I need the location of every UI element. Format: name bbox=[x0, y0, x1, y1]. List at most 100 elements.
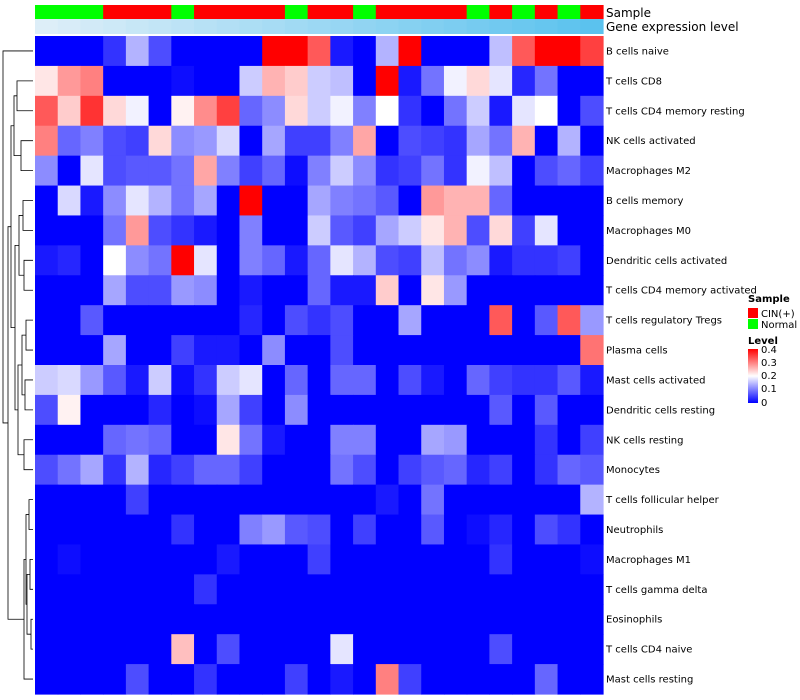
heatmap-cell-r2-c22 bbox=[534, 95, 559, 127]
heatmap-cell-r8-c18 bbox=[443, 275, 468, 306]
heatmap-cell-r1-c23 bbox=[557, 65, 581, 97]
row-label: B cells naive bbox=[606, 46, 669, 57]
level-tick-0.3: 0.3 bbox=[761, 358, 777, 369]
heatmap-cell-r2-c3 bbox=[103, 95, 127, 127]
heatmap-cell-r1-c15 bbox=[375, 65, 400, 97]
heatmap-cell-r19-c22 bbox=[534, 604, 559, 635]
heatmap-cell-r21-c6 bbox=[171, 664, 195, 695]
heatmap-cell-r19-c2 bbox=[80, 604, 104, 635]
heatmap-cell-r10-c14 bbox=[353, 335, 377, 366]
heatmap-cell-r18-c1 bbox=[57, 574, 82, 605]
dendrogram-branch bbox=[24, 379, 33, 411]
heatmap-cell-r10-c16 bbox=[398, 335, 422, 366]
expression-annotation-cell bbox=[80, 19, 104, 34]
heatmap-cell-r1-c14 bbox=[353, 65, 377, 97]
heatmap-cell-r9-c0 bbox=[35, 305, 59, 336]
heatmap-cell-r13-c12 bbox=[307, 424, 331, 456]
sample-annotation-cell bbox=[239, 5, 263, 19]
sample-annotation-cell bbox=[103, 5, 127, 19]
sample-annotation-cell bbox=[307, 5, 331, 19]
heatmap-cell-r12-c10 bbox=[262, 394, 286, 426]
heatmap-cell-r19-c11 bbox=[284, 604, 309, 635]
heatmap-cell-r1-c22 bbox=[534, 65, 559, 97]
heatmap-cell-r6-c18 bbox=[443, 215, 468, 246]
heatmap-cell-r6-c11 bbox=[284, 215, 309, 246]
sample-annotation-cell bbox=[330, 5, 354, 19]
heatmap-cell-r1-c5 bbox=[148, 65, 172, 97]
heatmap-cell-r9-c7 bbox=[194, 305, 218, 336]
expression-annotation-cell bbox=[103, 19, 127, 34]
heatmap-cell-r8-c3 bbox=[103, 275, 127, 306]
dendrogram-branch bbox=[29, 559, 33, 590]
heatmap-cell-r7-c23 bbox=[557, 245, 581, 276]
sample-annotation-cell bbox=[398, 5, 422, 19]
heatmap-cell-r17-c11 bbox=[284, 544, 309, 575]
heatmap-cell-r16-c14 bbox=[353, 514, 377, 546]
heatmap-cell-r14-c11 bbox=[284, 454, 309, 486]
heatmap-cell-r20-c12 bbox=[307, 634, 331, 665]
heatmap-cell-r17-c5 bbox=[148, 544, 172, 575]
heatmap-cell-r17-c20 bbox=[489, 544, 513, 575]
heatmap-cell-r14-c15 bbox=[375, 454, 400, 486]
sample-legend-title: Sample bbox=[748, 294, 790, 305]
heatmap-cell-r10-c10 bbox=[262, 335, 286, 366]
heatmap-cell-r12-c2 bbox=[80, 394, 104, 426]
heatmap-cell-r14-c2 bbox=[80, 454, 104, 486]
heatmap-cell-r12-c14 bbox=[353, 394, 377, 426]
expression-track-label: Gene expression level bbox=[606, 20, 739, 34]
heatmap-cell-r0-c1 bbox=[57, 36, 82, 67]
heatmap-cell-r11-c12 bbox=[307, 365, 331, 396]
heatmap-cell-r4-c7 bbox=[194, 155, 218, 187]
heatmap-cell-r7-c21 bbox=[512, 245, 536, 276]
heatmap-cell-r6-c5 bbox=[148, 215, 172, 246]
heatmap-cell-r5-c11 bbox=[284, 185, 309, 217]
heatmap-cell-r20-c10 bbox=[262, 634, 286, 665]
heatmap-cell-r9-c13 bbox=[330, 305, 354, 336]
heatmap-cell-r15-c14 bbox=[353, 484, 377, 516]
heatmap-cell-r8-c23 bbox=[557, 275, 581, 306]
heatmap-cell-r5-c1 bbox=[57, 185, 82, 217]
heatmap-cell-r0-c17 bbox=[421, 36, 445, 67]
row-label: Macrophages M1 bbox=[606, 555, 691, 566]
heatmap-cell-r21-c11 bbox=[284, 664, 309, 695]
expression-annotation-cell bbox=[580, 19, 604, 34]
heatmap-cell-r17-c0 bbox=[35, 544, 59, 575]
heatmap-cell-r16-c0 bbox=[35, 514, 59, 546]
heatmap-cell-r16-c11 bbox=[284, 514, 309, 546]
expression-annotation-cell bbox=[353, 19, 377, 34]
row-label: Plasma cells bbox=[606, 346, 668, 357]
heatmap-cell-r20-c5 bbox=[148, 634, 172, 665]
heatmap-cell-r7-c1 bbox=[57, 245, 82, 276]
heatmap-cell-r18-c20 bbox=[489, 574, 513, 605]
heatmap-cell-r13-c14 bbox=[353, 424, 377, 456]
expression-annotation-cell bbox=[466, 19, 490, 34]
heatmap-cell-r9-c17 bbox=[421, 305, 445, 336]
heatmap-cell-r2-c2 bbox=[80, 95, 104, 127]
heatmap-cell-r8-c9 bbox=[239, 275, 263, 306]
expression-annotation-cell bbox=[421, 19, 445, 34]
heatmap-cell-r2-c13 bbox=[330, 95, 354, 127]
heatmap-cell-r20-c4 bbox=[125, 634, 150, 665]
heatmap-cell-r9-c5 bbox=[148, 305, 172, 336]
heatmap-cell-r8-c11 bbox=[284, 275, 309, 306]
heatmap-cell-r6-c2 bbox=[80, 215, 104, 246]
heatmap-cell-r16-c12 bbox=[307, 514, 331, 546]
heatmap-cell-r14-c20 bbox=[489, 454, 513, 486]
heatmap-cell-r11-c16 bbox=[398, 365, 422, 396]
expression-annotation-cell bbox=[148, 19, 172, 34]
heatmap-cell-r13-c23 bbox=[557, 424, 581, 456]
sample-annotation-cell bbox=[443, 5, 468, 19]
heatmap-cell-r7-c6 bbox=[171, 245, 195, 276]
heatmap-cell-r4-c23 bbox=[557, 155, 581, 187]
heatmap-cell-r11-c13 bbox=[330, 365, 354, 396]
heatmap-cell-r21-c13 bbox=[330, 664, 354, 695]
expression-annotation-cell bbox=[512, 19, 536, 34]
heatmap-cell-r0-c22 bbox=[534, 36, 559, 67]
row-label: Mast cells activated bbox=[606, 375, 705, 386]
heatmap-cell-r9-c21 bbox=[512, 305, 536, 336]
heatmap-cell-r14-c14 bbox=[353, 454, 377, 486]
heatmap-cell-r17-c18 bbox=[443, 544, 468, 575]
heatmap-cell-r3-c0 bbox=[35, 125, 59, 157]
heatmap-cell-r15-c5 bbox=[148, 484, 172, 516]
heatmap-cell-r16-c17 bbox=[421, 514, 445, 546]
